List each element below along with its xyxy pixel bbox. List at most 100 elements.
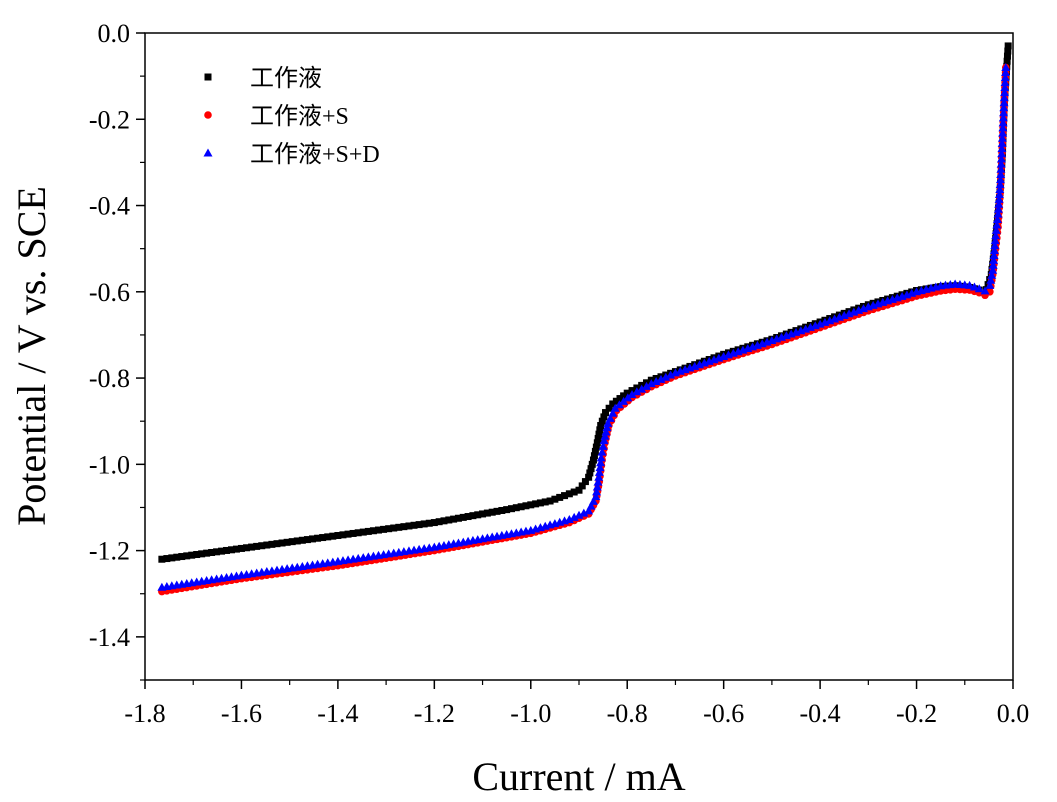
data-point: [479, 510, 487, 518]
legend-marker: [204, 111, 212, 119]
data-point: [646, 379, 656, 388]
data-point: [598, 441, 608, 450]
data-point: [623, 389, 631, 397]
data-point: [998, 118, 1008, 127]
data-point: [989, 255, 999, 264]
data-point: [989, 250, 999, 259]
data-point: [574, 510, 584, 519]
x-tick-label: -1.0: [510, 699, 551, 728]
x-tick-label: -1.8: [124, 699, 165, 728]
x-axis-title: Current / mA: [472, 754, 685, 799]
data-point: [380, 525, 388, 533]
data-point: [173, 553, 181, 561]
data-point: [420, 520, 428, 528]
data-point: [268, 540, 276, 548]
data-point: [608, 408, 618, 417]
legend-label: 工作液: [250, 65, 322, 92]
data-point: [203, 549, 211, 557]
data-point: [996, 154, 1006, 163]
data-point: [666, 370, 676, 379]
data-point: [594, 467, 604, 476]
data-point: [303, 536, 311, 544]
data-point: [198, 550, 206, 558]
data-point: [541, 498, 549, 506]
data-point: [1001, 63, 1011, 72]
x-tick-label: -1.6: [221, 699, 262, 728]
data-point: [992, 215, 1002, 224]
data-point: [619, 396, 629, 405]
data-point: [600, 413, 608, 421]
data-point: [258, 542, 266, 550]
data-point: [507, 505, 515, 513]
data-point: [464, 513, 472, 521]
data-point: [596, 453, 606, 462]
data-point: [288, 538, 296, 546]
data-point: [990, 236, 1000, 245]
data-point: [995, 185, 1005, 194]
data-point: [581, 478, 589, 486]
legend-marker: [204, 73, 212, 81]
data-point: [440, 517, 448, 525]
data-point: [527, 501, 535, 509]
series-layer: [157, 42, 1012, 596]
data-point: [651, 377, 661, 386]
data-point: [997, 149, 1007, 158]
data-point: [988, 265, 998, 274]
series-3: [157, 63, 1011, 591]
data-point: [587, 465, 595, 473]
data-point: [213, 548, 221, 556]
x-tick-label: -0.6: [703, 699, 744, 728]
data-point: [620, 392, 628, 400]
legend-label: 工作液+S+D: [250, 141, 380, 168]
data-point: [599, 436, 609, 445]
data-point: [430, 519, 438, 527]
legend-label: 工作液+S: [250, 103, 349, 130]
data-point: [1000, 88, 1010, 97]
data-point: [1004, 47, 1012, 55]
data-point: [364, 527, 372, 535]
data-point: [575, 486, 583, 494]
data-point: [1003, 52, 1011, 60]
y-tick-label: -1.0: [89, 450, 130, 479]
data-point: [597, 422, 605, 430]
data-point: [278, 539, 286, 547]
data-point: [445, 516, 453, 524]
data-point: [996, 169, 1006, 178]
data-point: [570, 488, 578, 496]
data-point: [591, 492, 601, 501]
data-point: [517, 503, 525, 511]
data-point: [998, 128, 1008, 137]
data-point: [405, 522, 413, 530]
data-point: [488, 508, 496, 516]
data-point: [656, 374, 666, 383]
y-tick-label: 0.0: [98, 19, 131, 48]
data-point: [273, 540, 281, 548]
data-point: [998, 113, 1008, 122]
data-point: [459, 513, 467, 521]
data-point: [992, 220, 1002, 229]
data-point: [314, 534, 322, 542]
data-point: [253, 542, 261, 550]
data-point: [188, 551, 196, 559]
data-point: [965, 280, 975, 289]
data-point: [208, 548, 216, 556]
data-point: [623, 393, 633, 402]
data-point: [995, 180, 1005, 189]
data-point: [993, 204, 1003, 213]
data-point: [595, 463, 605, 472]
data-point: [569, 512, 579, 521]
data-point: [637, 384, 647, 393]
data-point: [593, 477, 603, 486]
data-point: [178, 553, 186, 561]
data-point: [223, 546, 231, 554]
data-point: [493, 507, 501, 515]
data-point: [522, 502, 530, 510]
data-point: [248, 543, 256, 551]
data-point: [243, 544, 251, 552]
data-point: [163, 555, 171, 563]
data-point: [454, 514, 462, 522]
data-point: [298, 536, 306, 544]
y-tick-label: -0.2: [89, 105, 130, 134]
x-tick-label: -0.2: [896, 699, 937, 728]
